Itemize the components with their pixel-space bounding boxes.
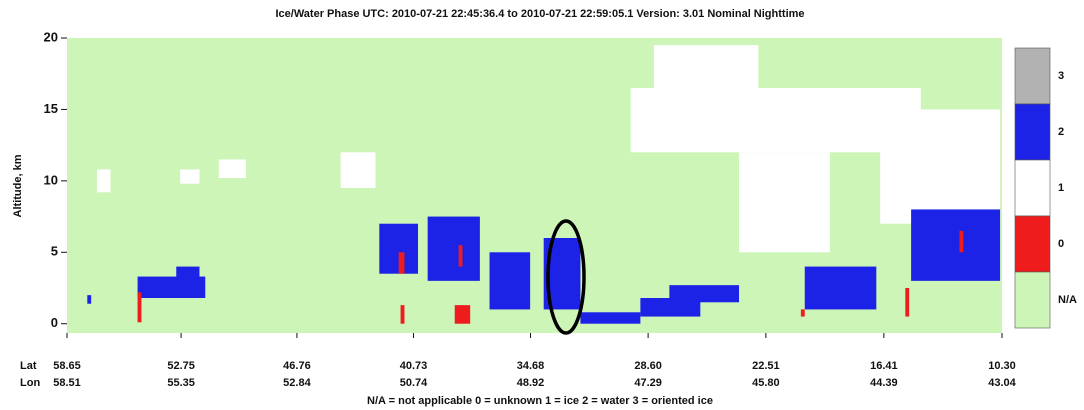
phase-cell: [800, 309, 805, 317]
phase-cell: [340, 152, 376, 188]
lat-tick-label: 58.65: [53, 360, 81, 372]
lat-tick-label: 28.60: [634, 360, 662, 372]
colorbar-label: 1: [1058, 182, 1064, 194]
lat-tick-label: 46.76: [283, 360, 311, 372]
phase-cell: [218, 159, 246, 178]
lon-label: Lon: [20, 377, 40, 389]
phase-cell: [640, 298, 701, 317]
y-tick-label: 20: [44, 29, 58, 44]
phase-cell: [87, 295, 92, 304]
lat-tick-label: 10.30: [988, 360, 1016, 372]
lon-tick-label: 55.35: [167, 377, 195, 389]
y-tick-label: 5: [51, 244, 58, 259]
phase-cell: [400, 305, 405, 324]
lat-tick-label: 16.41: [870, 360, 898, 372]
lon-tick-label: 50.74: [400, 377, 428, 389]
phase-cell: [458, 245, 463, 267]
phase-cell: [137, 276, 206, 298]
phase-cell: [137, 292, 142, 323]
lon-tick-label: 52.84: [283, 377, 311, 389]
lat-tick-label: 22.51: [752, 360, 780, 372]
phase-cell: [739, 152, 830, 253]
phase-cell: [804, 266, 877, 310]
colorbar-swatch: [1014, 215, 1051, 273]
lon-tick-label: 45.80: [752, 377, 780, 389]
colorbar-swatch: [1014, 103, 1051, 161]
colorbar-label: 2: [1058, 126, 1064, 138]
phase-cell: [653, 45, 759, 88]
lat-label: Lat: [20, 360, 37, 372]
phase-cell: [959, 230, 964, 253]
phase-cell: [580, 312, 641, 324]
y-tick-label: 10: [44, 172, 58, 187]
footnote: N/A = not applicable 0 = unknown 1 = ice…: [367, 395, 713, 407]
phase-cell: [176, 266, 200, 281]
y-tick-label: 15: [44, 101, 58, 116]
phase-cell: [96, 169, 111, 193]
colorbar-swatch: [1014, 159, 1051, 217]
phase-cell: [427, 216, 480, 281]
chart-title: Ice/Water Phase UTC: 2010-07-21 22:45:36…: [275, 8, 804, 20]
annotation-ellipse: [546, 219, 586, 335]
y-tick-label: 0: [51, 315, 58, 330]
lat-tick-label: 40.73: [400, 360, 428, 372]
phase-cell: [905, 288, 910, 317]
phase-cell: [630, 88, 921, 153]
phase-cell: [669, 285, 740, 303]
lon-tick-label: 48.92: [517, 377, 545, 389]
lon-tick-label: 44.39: [870, 377, 898, 389]
phase-cell: [911, 209, 1001, 281]
phase-cell: [489, 252, 531, 310]
phase-cell: [454, 305, 471, 324]
colorbar-label: 0: [1058, 238, 1064, 250]
lat-tick-label: 52.75: [167, 360, 195, 372]
colorbar-swatch: [1014, 271, 1051, 329]
lon-tick-label: 47.29: [634, 377, 662, 389]
phase-cell: [398, 252, 405, 274]
colorbar-label: N/A: [1058, 294, 1077, 306]
colorbar-label: 3: [1058, 70, 1064, 82]
y-axis-label: Altitude, km: [12, 154, 24, 217]
lat-tick-label: 34.68: [517, 360, 545, 372]
colorbar-swatch: [1014, 47, 1051, 105]
lon-tick-label: 43.04: [988, 377, 1016, 389]
lon-tick-label: 58.51: [53, 377, 81, 389]
phase-cell: [180, 169, 200, 184]
phase-cell: [880, 109, 1001, 224]
